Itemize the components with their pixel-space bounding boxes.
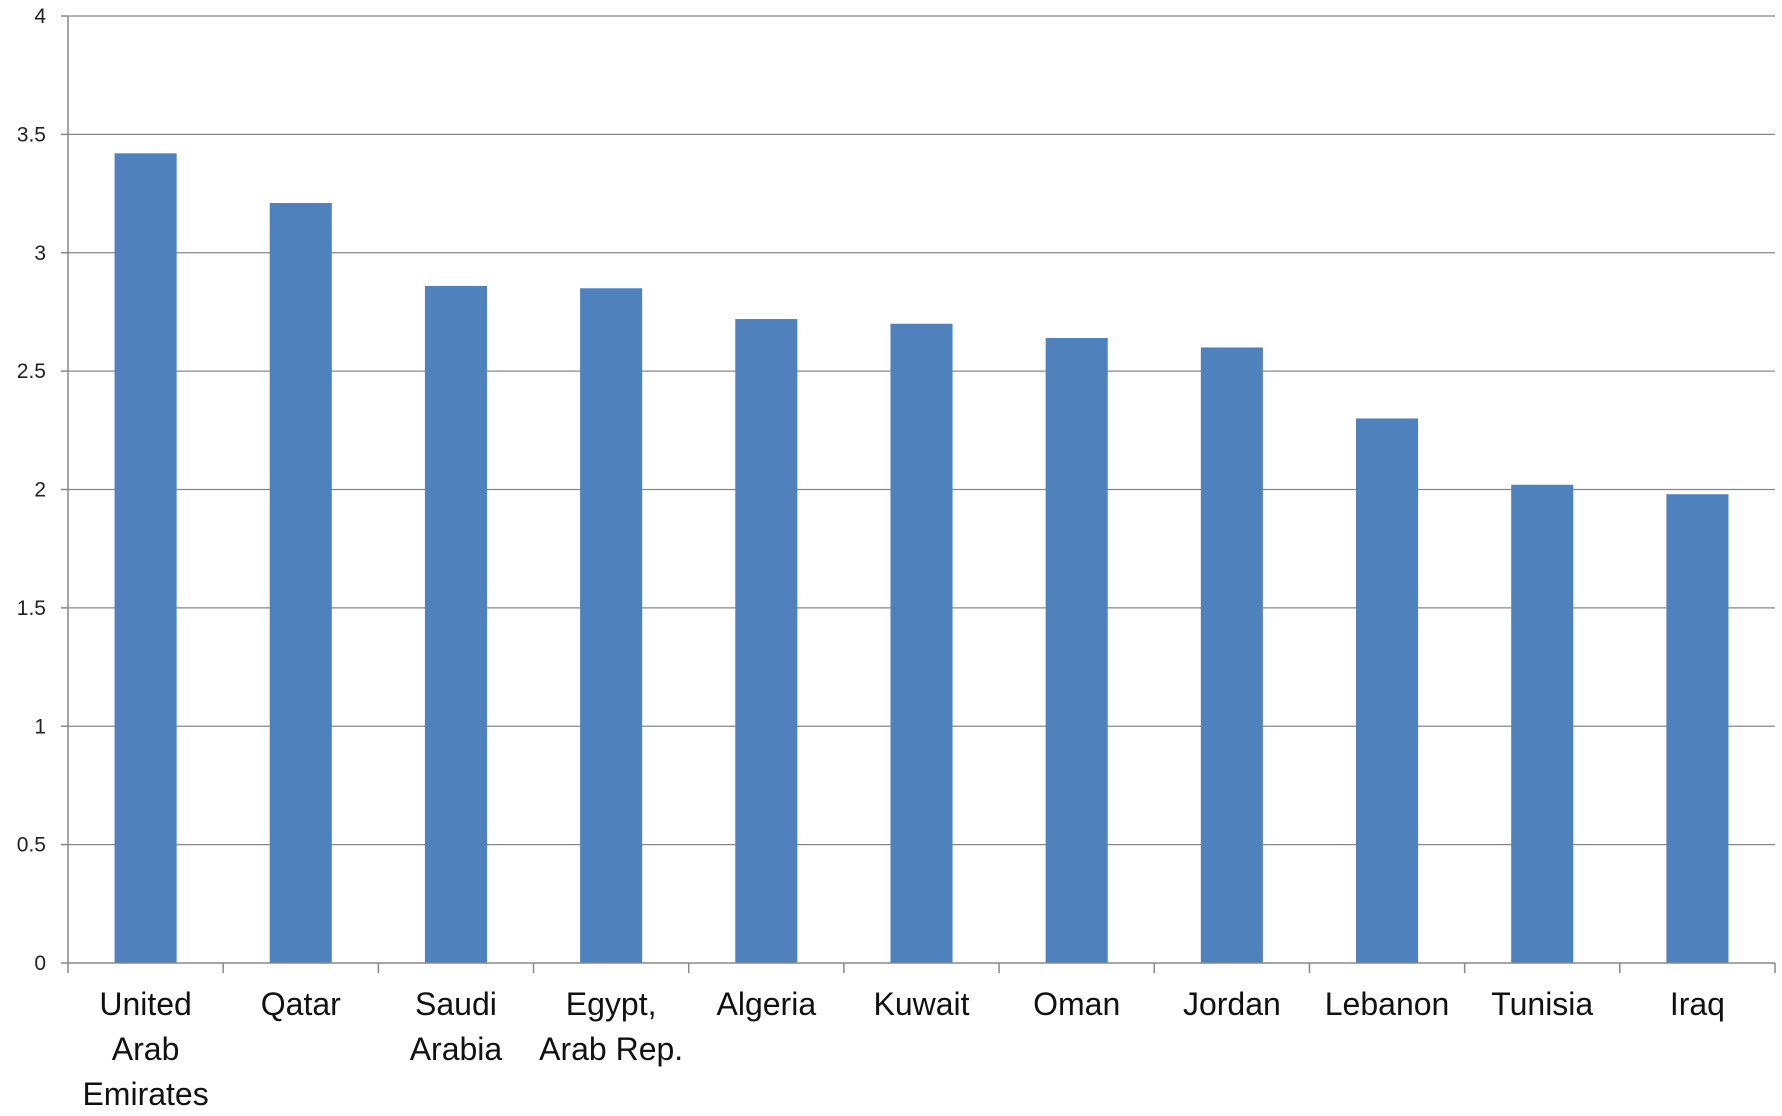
x-category-label-line: Kuwait (873, 986, 969, 1022)
bar (735, 319, 798, 963)
y-tick-label: 2 (34, 479, 46, 502)
x-category-labels: United Arab Emirates Qatar Saudi Arabia Egypt,… (82, 986, 1725, 1112)
bar (1200, 347, 1263, 963)
y-tick-label: 3 (34, 242, 46, 265)
x-category-label: United Arab Emirates (82, 986, 208, 1112)
x-category-label: Jordan (1183, 986, 1281, 1022)
bar (1511, 484, 1574, 963)
x-category-label: Lebanon (1325, 986, 1450, 1022)
y-tick-label: 1 (34, 715, 46, 738)
x-category-label: Egypt, Arab Rep. (539, 986, 683, 1067)
y-tick-label: 3.5 (17, 123, 46, 146)
x-category-label-line: Emirates (82, 1076, 208, 1112)
x-category-label-line: United (99, 986, 192, 1022)
x-category-label-line: Jordan (1183, 986, 1281, 1022)
x-category-label: Iraq (1670, 986, 1725, 1022)
x-category-label-line: Tunisia (1491, 986, 1593, 1022)
x-category-label: Oman (1033, 986, 1120, 1022)
y-tick-label: 0 (34, 952, 46, 975)
bar (890, 323, 953, 963)
y-tick-label: 2.5 (17, 360, 46, 383)
x-category-label-line: Arab Rep. (539, 1031, 683, 1067)
axes (61, 15, 1776, 973)
x-category-label-line: Algeria (717, 986, 817, 1022)
x-category-label-line: Qatar (261, 986, 341, 1022)
bar (1356, 418, 1419, 964)
bars (114, 153, 1729, 964)
bar (269, 203, 332, 964)
x-category-label: Kuwait (873, 986, 969, 1022)
bar (114, 153, 177, 963)
bar (1045, 337, 1108, 964)
y-tick-label: 0.5 (17, 834, 46, 857)
x-category-label-line: Oman (1033, 986, 1120, 1022)
y-tick-label: 4 (34, 5, 46, 28)
x-category-label: Qatar (261, 986, 341, 1022)
x-category-label: Tunisia (1491, 986, 1593, 1022)
y-tick-label: 1.5 (17, 597, 46, 620)
bar (580, 288, 643, 963)
x-category-label: Saudi Arabia (410, 986, 503, 1067)
bar (424, 285, 487, 963)
x-category-label-line: Egypt, (566, 986, 657, 1022)
x-category-label-line: Saudi (415, 986, 497, 1022)
x-category-label-line: Arab (112, 1031, 180, 1067)
bar (1666, 494, 1729, 963)
x-category-label-line: Iraq (1670, 986, 1725, 1022)
x-category-label-line: Arabia (410, 1031, 503, 1067)
x-category-label-line: Lebanon (1325, 986, 1450, 1022)
x-category-label: Algeria (717, 986, 817, 1022)
y-tick-labels: 0 0.5 1 1.5 2 2.5 3 3.5 4 (17, 5, 47, 975)
